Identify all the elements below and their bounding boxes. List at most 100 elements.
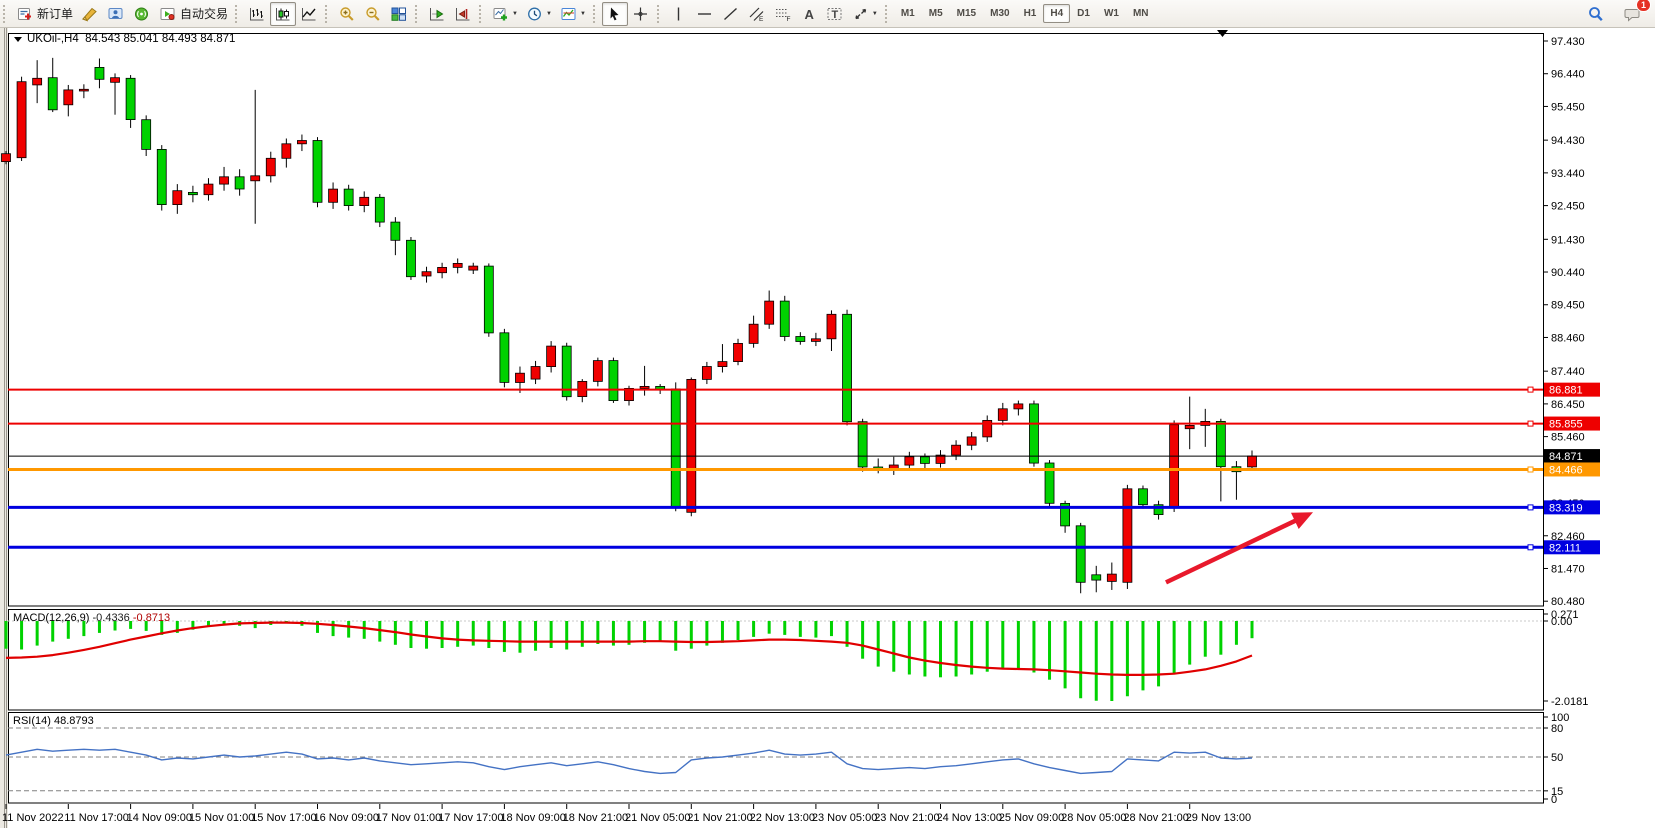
vertical-line-button[interactable] xyxy=(666,2,692,26)
chat-button[interactable]: 1 xyxy=(1619,0,1651,26)
new-order-icon xyxy=(16,6,34,22)
svg-text:86.881: 86.881 xyxy=(1549,385,1583,397)
dropdown-caret-icon[interactable]: ▼ xyxy=(871,10,878,17)
signals-button[interactable] xyxy=(129,2,155,26)
templates-button[interactable]: ▼ xyxy=(556,2,590,26)
community-button[interactable] xyxy=(103,2,129,26)
svg-text:28 Nov 05:00: 28 Nov 05:00 xyxy=(1061,812,1126,824)
tf-w1[interactable]: W1 xyxy=(1103,8,1119,19)
cursor-icon xyxy=(606,6,624,22)
fibonacci-button[interactable]: F xyxy=(770,2,796,26)
dropdown-caret-icon[interactable]: ▼ xyxy=(545,10,552,17)
candle-body xyxy=(935,454,946,464)
line-handle[interactable] xyxy=(1527,544,1534,551)
svg-text:22 Nov 13:00: 22 Nov 13:00 xyxy=(750,812,815,824)
tf-m15[interactable]: M15 xyxy=(956,8,977,19)
candle-body xyxy=(374,196,385,223)
chart-shift-icon xyxy=(454,6,472,22)
trendline-button[interactable] xyxy=(718,2,744,26)
candle-body xyxy=(328,188,338,203)
candle-body xyxy=(281,143,292,159)
zoom-in-button[interactable] xyxy=(334,2,360,26)
line-handle[interactable] xyxy=(1527,466,1534,473)
dropdown-caret-icon[interactable]: ▼ xyxy=(512,10,518,17)
toolbar-group-standard: 新订单 自动交易 xyxy=(0,0,232,28)
candle-body xyxy=(608,360,619,402)
line-chart-button[interactable] xyxy=(296,2,322,26)
svg-text:92.450: 92.450 xyxy=(1551,201,1585,213)
candle-body xyxy=(156,148,167,205)
equidistant-channel-button[interactable]: E xyxy=(744,2,770,26)
candle-body xyxy=(639,385,650,389)
toolbar-grip[interactable] xyxy=(415,4,420,23)
candle-body xyxy=(78,88,89,92)
toolbar-grip[interactable] xyxy=(235,4,240,23)
candle-body xyxy=(1247,455,1257,468)
candle-body xyxy=(733,342,743,362)
chart-canvas[interactable]: 97.430 96.440 95.450 94.430 93.440 92.450 91.4… xyxy=(0,28,1655,828)
autotrading-button[interactable]: 自动交易 xyxy=(155,2,232,26)
auto-scroll-button[interactable] xyxy=(424,2,450,26)
candle-body xyxy=(110,77,120,83)
periods-button[interactable]: ▼ xyxy=(522,2,556,26)
toolbar-grip[interactable] xyxy=(479,4,484,23)
toolbar-grip[interactable] xyxy=(325,4,330,23)
toolbar-grip[interactable] xyxy=(592,4,598,23)
search-button[interactable] xyxy=(1583,2,1609,26)
svg-text:24 Nov 13:00: 24 Nov 13:00 xyxy=(937,812,1002,824)
svg-text:UKOil-,H4 84.543 85.041 84.49: UKOil-,H4 84.543 85.041 84.493 84.871 xyxy=(27,33,235,45)
horizontal-line-icon xyxy=(696,6,714,22)
chart-shift-button[interactable] xyxy=(450,2,476,26)
candle-body xyxy=(904,456,915,466)
text-label-button[interactable]: T xyxy=(822,2,848,26)
candle-body xyxy=(1013,403,1024,410)
candle-body xyxy=(701,366,712,380)
candle-body xyxy=(483,265,494,334)
tf-mn[interactable]: MN xyxy=(1132,8,1149,19)
horizontal-line-button[interactable] xyxy=(692,2,718,26)
candle-body xyxy=(219,176,229,185)
crosshair-button[interactable] xyxy=(628,2,654,26)
zoom-in-icon xyxy=(338,6,356,22)
price-badge-84.466: 84.466 xyxy=(1544,462,1600,477)
toolbar-grip[interactable] xyxy=(656,4,662,23)
candlestick-chart-button[interactable] xyxy=(270,1,297,26)
line-handle[interactable] xyxy=(1527,386,1534,393)
line-handle[interactable] xyxy=(1527,504,1534,511)
new-order-button[interactable]: 新订单 xyxy=(12,2,77,26)
chart-window[interactable]: 97.430 96.440 95.450 94.430 93.440 92.450 91.4… xyxy=(0,28,1655,828)
signals-icon xyxy=(133,6,151,22)
tf-h1[interactable]: H1 xyxy=(1023,8,1037,19)
svg-text:RSI(14) 48.8793: RSI(14) 48.8793 xyxy=(13,715,94,727)
tf-d1[interactable]: D1 xyxy=(1077,8,1090,19)
toolbar-grip[interactable] xyxy=(884,4,890,23)
text-button[interactable]: A xyxy=(796,2,822,26)
tile-windows-button[interactable] xyxy=(386,2,412,26)
candle-body xyxy=(982,419,993,438)
notification-badge: 1 xyxy=(1635,0,1651,12)
svg-text:18 Nov 09:00: 18 Nov 09:00 xyxy=(500,812,565,824)
zoom-out-button[interactable] xyxy=(360,2,386,26)
arrows-button[interactable]: ▼ xyxy=(848,2,882,26)
tf-h4[interactable]: H4 xyxy=(1043,4,1071,23)
toolbar-grip[interactable] xyxy=(3,4,8,23)
toolbar-group-scroll xyxy=(412,0,476,28)
candle-body xyxy=(1215,420,1226,468)
line-handle[interactable] xyxy=(1527,420,1534,427)
candle-body xyxy=(406,239,416,278)
tf-m1[interactable]: M1 xyxy=(900,8,915,19)
cursor-button[interactable] xyxy=(601,1,628,26)
svg-text:80.480: 80.480 xyxy=(1551,596,1585,608)
indicators-button[interactable]: ▼ xyxy=(488,2,522,26)
candle-body xyxy=(1169,424,1180,508)
auto-scroll-icon xyxy=(428,6,446,22)
trend-arrow[interactable] xyxy=(1165,512,1313,585)
tf-m30[interactable]: M30 xyxy=(990,8,1010,19)
price-badge-85.855: 85.855 xyxy=(1544,416,1600,431)
candle-body xyxy=(842,313,852,423)
dropdown-caret-icon[interactable]: ▼ xyxy=(579,10,586,17)
market-button[interactable] xyxy=(77,2,103,26)
window-splitter[interactable] xyxy=(4,28,7,828)
tf-m5[interactable]: M5 xyxy=(928,8,943,19)
bar-chart-button[interactable] xyxy=(244,2,270,26)
